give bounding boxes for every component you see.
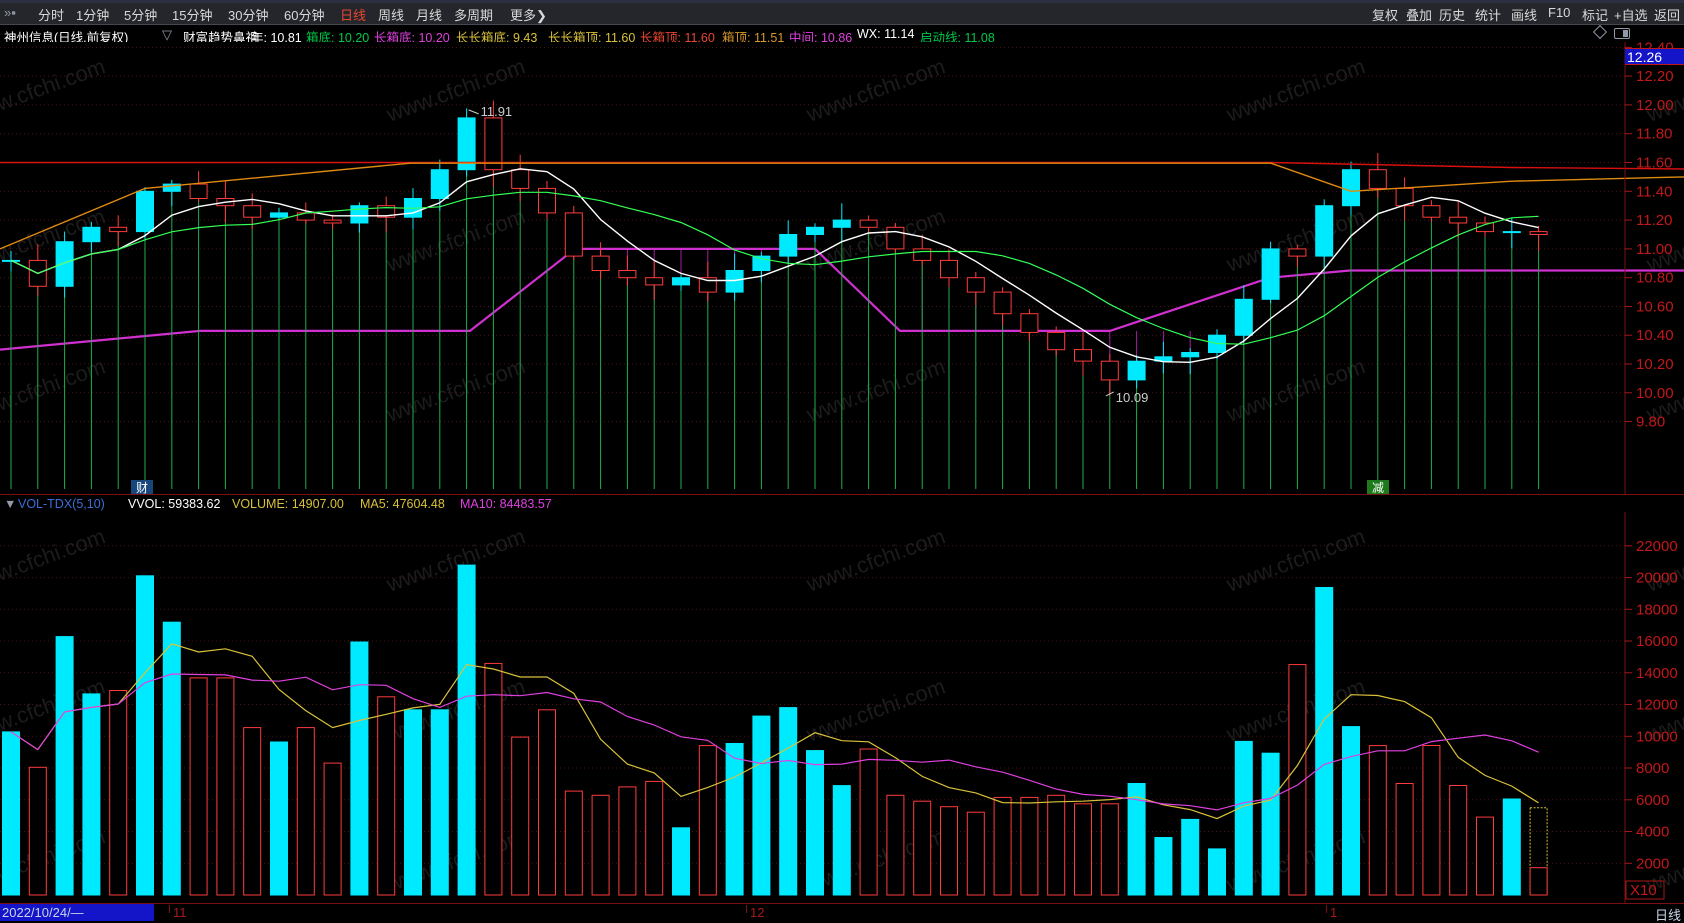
svg-text:10.09: 10.09 [1116,390,1149,405]
svg-text:11.91: 11.91 [481,104,513,119]
